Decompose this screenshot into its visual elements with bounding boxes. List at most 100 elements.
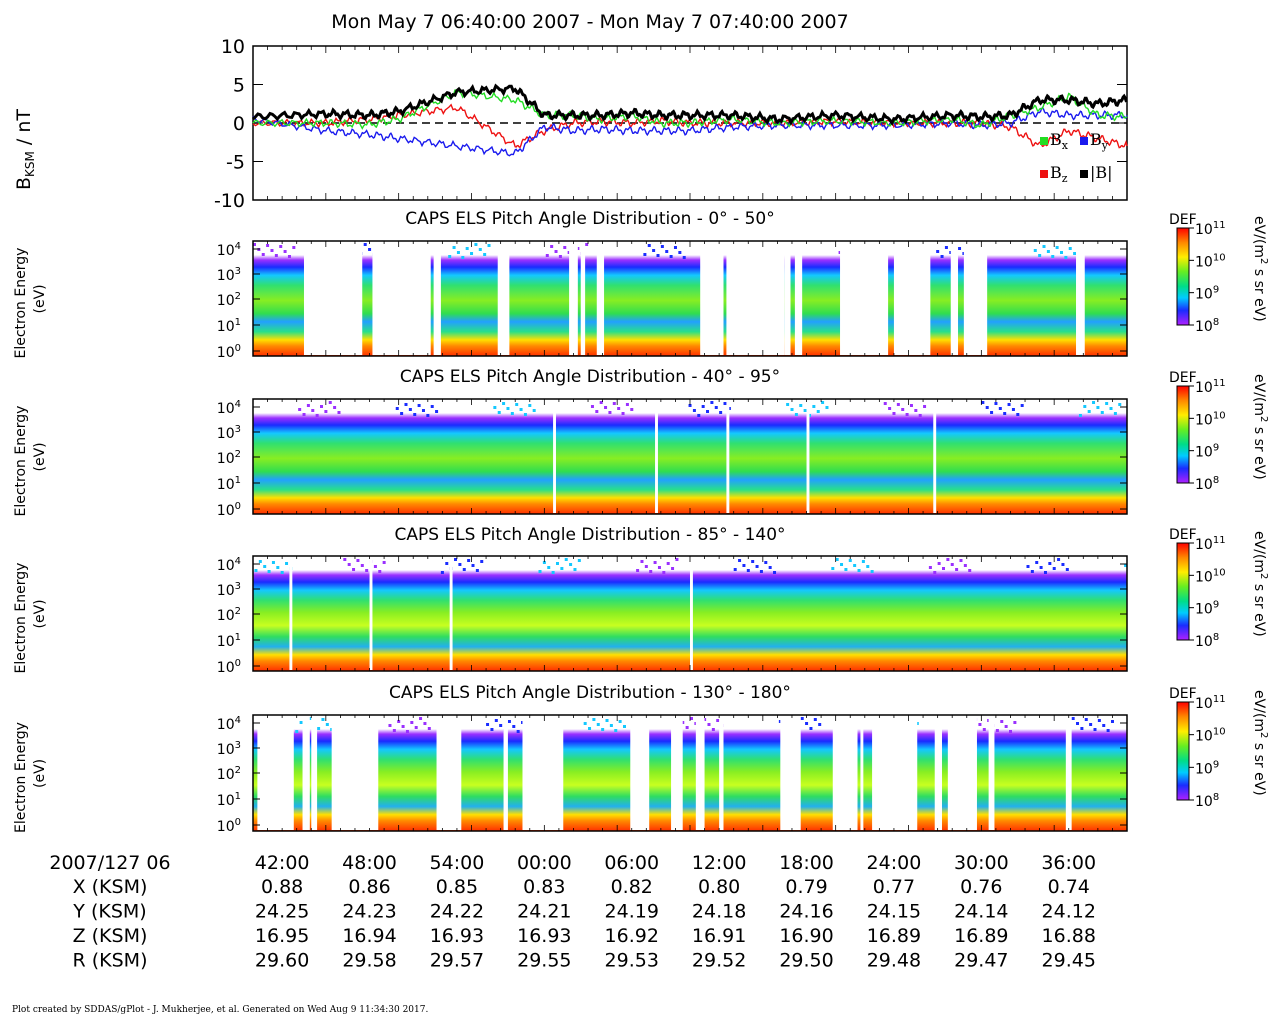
legend-label: |B| (1090, 163, 1113, 182)
data-gap (331, 716, 379, 830)
speckle (692, 409, 696, 412)
energy-tick-label: 100 (217, 817, 241, 835)
data-gap (671, 716, 683, 830)
speckle (352, 568, 356, 571)
speckle (421, 409, 425, 412)
speckle (560, 567, 564, 570)
ephemeris-value: 16.89 (954, 925, 1008, 947)
data-gap (726, 400, 730, 513)
speckle (821, 401, 825, 404)
colorbar (1176, 385, 1190, 484)
speckle (515, 403, 519, 406)
speckle (1078, 414, 1082, 417)
speckle (1076, 722, 1080, 725)
speckle (990, 411, 994, 414)
ephemeris-value: 29.48 (867, 950, 921, 972)
speckle (404, 403, 408, 406)
speckle (382, 561, 386, 564)
speckle (685, 726, 689, 729)
speckle (585, 243, 589, 246)
ephemeris-value: 0.80 (698, 876, 740, 898)
speckle (475, 569, 479, 572)
speckle (942, 567, 946, 570)
data-gap (320, 242, 341, 355)
speckle (405, 730, 409, 733)
speckle (710, 401, 714, 404)
energy-tick-label: 104 (217, 715, 241, 733)
speckle (493, 406, 497, 409)
speckle (547, 566, 551, 569)
spectrogram-title: CAPS ELS Pitch Angle Distribution - 130°… (389, 683, 791, 703)
spectrogram-title: CAPS ELS Pitch Angle Distribution - 0° -… (405, 209, 774, 229)
ephemeris-value: 16.93 (517, 925, 571, 947)
speckle (614, 729, 618, 732)
time-tick-label: 48:00 (342, 852, 397, 874)
data-gap (522, 716, 564, 830)
speckle (266, 244, 270, 247)
speckle (271, 561, 275, 564)
speckle (768, 566, 772, 569)
b-ytick-label: 10 (221, 36, 245, 58)
speckle (253, 243, 256, 246)
energy-tick-label: 103 (217, 581, 241, 599)
speckle (1068, 247, 1072, 250)
ephemeris-value: 24.18 (692, 901, 746, 923)
speckle (946, 558, 950, 561)
speckle (592, 718, 596, 721)
speckle (528, 404, 532, 407)
speckle (435, 410, 439, 413)
energy-axis-label: Electron Energy (13, 563, 29, 674)
speckle (652, 249, 656, 252)
speckle (1073, 252, 1077, 255)
speckle (299, 721, 303, 724)
data-gap (311, 716, 318, 830)
speckle (706, 410, 710, 413)
speckle (400, 412, 404, 415)
data-gap (934, 716, 943, 830)
speckle (630, 408, 634, 411)
speckle (401, 725, 405, 728)
speckle (298, 408, 302, 411)
speckle (644, 565, 648, 568)
speckle (944, 246, 948, 249)
speckle (462, 568, 466, 571)
colorbar (1176, 542, 1190, 641)
speckle (276, 566, 280, 569)
ephemeris-value: 0.82 (611, 876, 653, 898)
legend-swatch (1080, 137, 1088, 145)
speckle (1093, 728, 1097, 731)
speckle (1059, 251, 1063, 254)
speckle (968, 569, 972, 572)
data-gap (630, 716, 650, 830)
speckle (816, 410, 820, 413)
ephemeris-value: 24.14 (954, 901, 1008, 923)
time-tick-label: 30:00 (954, 852, 1009, 874)
speckle (1011, 408, 1015, 411)
speckle (719, 411, 723, 414)
speckle (456, 251, 460, 254)
speckle (471, 564, 475, 567)
speckle (1105, 402, 1109, 405)
colorbar-tick-label: 108 (1195, 317, 1219, 335)
colorbar-tick-label: 109 (1195, 443, 1219, 461)
spectrogram-panel: CAPS ELS Pitch Angle Distribution - 40° … (13, 367, 1269, 519)
speckle (995, 729, 999, 732)
speckle (936, 250, 940, 253)
speckle (1089, 723, 1093, 726)
speckle (666, 562, 670, 565)
speckle (697, 414, 701, 417)
speckle (764, 561, 768, 564)
energy-tick-label: 101 (217, 791, 241, 809)
speckle (395, 407, 399, 410)
speckle (1035, 561, 1039, 564)
b-ytick-label: 0 (233, 113, 245, 135)
speckle (321, 718, 325, 721)
speckle (716, 719, 720, 722)
speckle (844, 568, 848, 571)
speckle (803, 409, 807, 412)
speckle (486, 723, 490, 726)
ephemeris-value: 29.55 (517, 950, 571, 972)
energy-tick-label: 102 (217, 765, 241, 783)
speckle (1048, 562, 1052, 565)
speckle (660, 245, 664, 248)
